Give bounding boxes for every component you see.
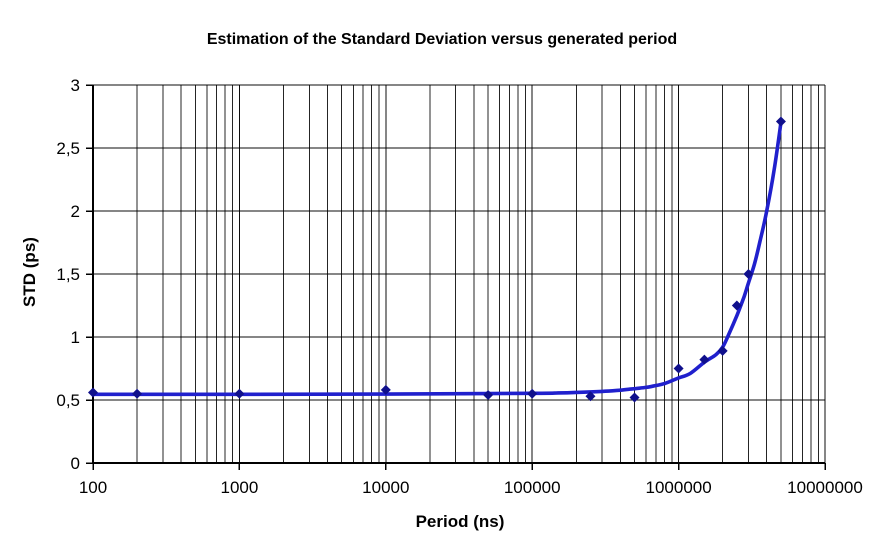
y-tick-label: 1,5 [56, 265, 80, 284]
x-tick-label: 100 [79, 478, 107, 497]
data-point-marker [585, 391, 596, 402]
x-tick-label: 100000 [504, 478, 561, 497]
tick-labels: 100 1000 10000 100000 1000000 10000000 0 0,5 1 1,… [56, 76, 862, 497]
chart-title: Estimation of the Standard Deviation ver… [206, 31, 678, 48]
data-point-marker [731, 300, 742, 311]
y-tick-label: 0,5 [56, 391, 80, 410]
y-tick-label: 3 [71, 76, 80, 95]
data-point-marker [629, 392, 640, 403]
data-series [88, 116, 786, 403]
data-point-marker [88, 387, 98, 398]
data-point-marker [527, 388, 538, 399]
x-tick-label: 10000 [362, 478, 409, 497]
y-tick-label: 2 [71, 202, 80, 221]
x-tick-label: 1000000 [646, 478, 712, 497]
data-point-marker [673, 363, 684, 374]
x-tick-label: 10000000 [787, 478, 863, 497]
y-tick-label: 1 [71, 328, 80, 347]
data-point-marker [775, 116, 786, 127]
y-tick-label: 0 [71, 454, 80, 473]
data-point-marker [743, 269, 754, 279]
data-point-marker [132, 388, 143, 399]
axes [86, 84, 826, 470]
data-point-marker [717, 345, 728, 356]
trend-line [91, 121, 783, 397]
data-point-marker [380, 384, 391, 395]
data-point-marker [483, 389, 494, 400]
x-tick-label: 1000 [220, 478, 258, 497]
data-point-marker [234, 388, 245, 399]
data-point-marker [699, 354, 710, 365]
gridlines [93, 84, 826, 463]
x-axis-title: Period (ns) [415, 512, 505, 531]
y-tick-label: 2,5 [56, 139, 80, 158]
